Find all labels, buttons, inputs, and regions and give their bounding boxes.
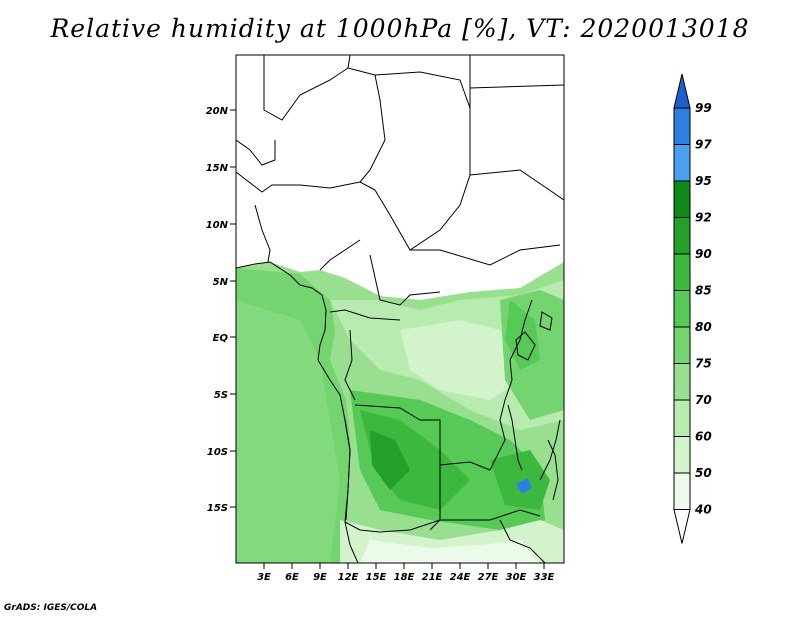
lon-label: 15E <box>366 572 387 583</box>
colorbar-segment <box>673 363 691 401</box>
lat-label: 5S <box>214 390 228 401</box>
colorbar-label: 92 <box>695 211 712 225</box>
colorbar-segment <box>673 326 691 364</box>
colorbar-segment <box>673 180 691 218</box>
lon-label: 21E <box>422 572 443 583</box>
colorbar-segment <box>673 253 691 291</box>
lon-label: 30E <box>506 572 527 583</box>
colorbar-label: 75 <box>695 357 712 371</box>
colorbar-label: 97 <box>695 138 712 152</box>
colorbar-label: 40 <box>694 503 712 517</box>
lon-label: 24E <box>450 572 471 583</box>
lat-label: 15S <box>207 503 228 514</box>
credit-text: GrADS: IGES/COLA <box>4 603 98 613</box>
longitude-axis: 3E 6E 9E 12E 15E 18E 21E 24E 27E 30E 33E <box>257 563 555 583</box>
colorbar-label: 50 <box>695 466 712 480</box>
lon-label: 3E <box>257 572 271 583</box>
country-borders <box>236 55 564 563</box>
coastline <box>236 261 559 563</box>
colorbar-label: 90 <box>695 247 712 261</box>
colorbar: 99 97 95 92 90 85 80 75 70 60 50 40 <box>673 73 712 544</box>
colorbar-segment <box>673 290 691 328</box>
colorbar-segment <box>673 217 691 255</box>
lon-label: 27E <box>478 572 499 583</box>
latitude-axis: 20N 15N 10N 5N EQ 5S 10S 15S <box>206 106 236 514</box>
colorbar-segment <box>673 399 691 437</box>
colorbar-segment <box>673 107 691 145</box>
lat-label: 10S <box>207 447 228 458</box>
colorbar-top-arrow <box>673 73 691 109</box>
lon-label: 6E <box>285 572 299 583</box>
colorbar-label: 80 <box>695 320 712 334</box>
lat-label: 5N <box>213 277 229 288</box>
lat-label: 15N <box>206 163 229 174</box>
colorbar-label: 60 <box>695 430 712 444</box>
map-frame <box>235 54 565 564</box>
colorbar-segment <box>673 436 691 474</box>
lat-label: EQ <box>213 333 229 344</box>
colorbar-label: 70 <box>695 393 712 407</box>
lat-label: 10N <box>206 220 229 231</box>
lat-label: 20N <box>206 106 229 117</box>
colorbar-label: 85 <box>695 284 712 298</box>
lon-label: 18E <box>394 572 415 583</box>
colorbar-label: 95 <box>695 174 712 188</box>
colorbar-segment <box>673 144 691 182</box>
colorbar-bottom-arrow <box>673 509 691 544</box>
lon-label: 9E <box>313 572 327 583</box>
colorbar-label: 99 <box>695 101 712 115</box>
map-title: Relative humidity at 1000hPa [%], VT: 20… <box>50 14 750 43</box>
humidity-field <box>236 55 564 563</box>
colorbar-segment <box>673 472 691 510</box>
lon-label: 33E <box>534 572 555 583</box>
lon-label: 12E <box>338 572 359 583</box>
